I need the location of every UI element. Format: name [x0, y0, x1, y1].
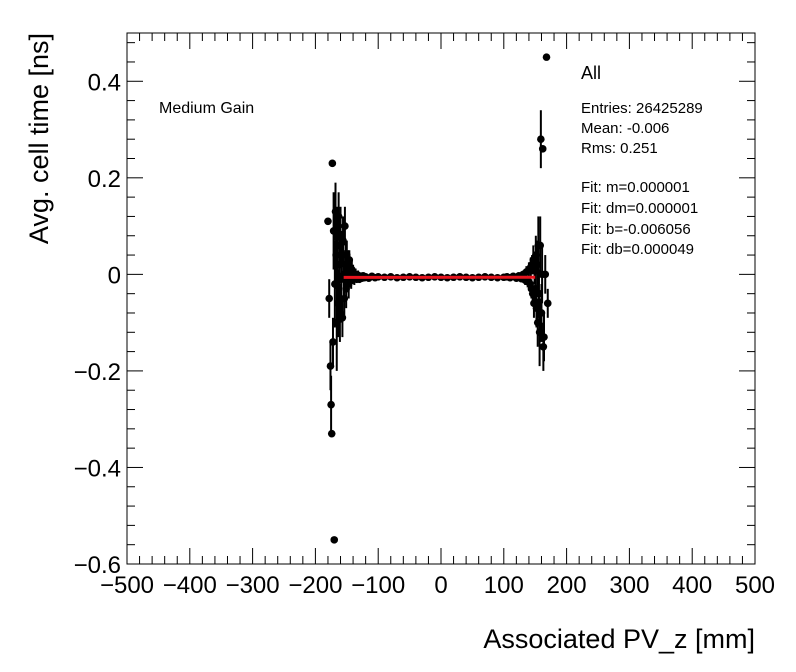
stats-fit-m: Fit: m=0.000001 [581, 179, 690, 196]
data-point [543, 299, 552, 308]
y-tick-label: −0.4 [74, 455, 121, 482]
data-point [339, 236, 347, 245]
data-point [539, 342, 548, 351]
data-point [340, 294, 349, 303]
data-point [334, 299, 342, 308]
data-point [338, 314, 347, 322]
data-point [345, 256, 354, 264]
x-tick-label: −300 [226, 572, 280, 599]
x-tick-label: −100 [351, 572, 405, 599]
data-point [535, 289, 543, 298]
data-point [329, 338, 337, 346]
x-axis-label: Associated PV_z [mm] [483, 624, 755, 654]
data-point [537, 309, 546, 317]
x-tick-label: −400 [163, 572, 217, 599]
stats-fit-dm: Fit: dm=0.000001 [581, 200, 698, 217]
x-tick-label: 400 [672, 572, 712, 599]
x-tick-label: 300 [609, 572, 649, 599]
stats-box: All Entries: 26425289 Mean: -0.006 Rms: … [581, 63, 703, 258]
data-point [333, 241, 342, 250]
y-axis-label: Avg. cell time [ns] [24, 33, 54, 244]
x-tick-label: 0 [434, 572, 447, 599]
data-point [331, 280, 339, 288]
stats-mean: Mean: -0.006 [581, 120, 669, 137]
data-point [542, 53, 551, 61]
x-tick-label: −500 [100, 572, 154, 599]
stats-fit-db: Fit: db=0.000049 [581, 241, 694, 258]
y-tick-label: −0.2 [74, 359, 121, 386]
data-point [532, 251, 540, 259]
x-tick-label: 200 [547, 572, 587, 599]
data-point [332, 318, 341, 327]
data-point [335, 260, 344, 269]
data-point [532, 304, 541, 312]
y-tick-label: 0.4 [88, 69, 121, 96]
y-axis-tick-labels: −0.6 −0.4 −0.2 0 0.2 0.4 [74, 69, 121, 579]
data-point [324, 217, 332, 226]
stats-entries: Entries: 26425289 [581, 100, 703, 117]
x-axis-tick-labels: −500 −400 −300 −200 −100 0 100 200 300 400 500 [100, 572, 775, 599]
medium-gain-annotation: Medium Gain [159, 100, 254, 117]
data-markers [324, 53, 552, 544]
error-bars [328, 110, 549, 434]
x-axis-ticks [126, 33, 756, 564]
y-axis-ticks [127, 42, 755, 565]
stats-title: All [581, 63, 601, 83]
x-tick-label: 100 [484, 572, 524, 599]
data-point [325, 294, 334, 303]
stats-rms: Rms: 0.251 [581, 140, 658, 157]
data-point [541, 270, 550, 279]
x-tick-label: −200 [288, 572, 342, 599]
data-point [533, 260, 541, 269]
x-tick-label: 500 [735, 572, 775, 599]
y-tick-label: 0 [108, 262, 121, 289]
data-point [533, 318, 542, 327]
data-point [540, 333, 548, 341]
data-point [328, 159, 337, 168]
data-point [329, 227, 338, 235]
stats-fit-b: Fit: b=-0.006056 [581, 221, 691, 238]
data-point [535, 328, 544, 337]
data-point [326, 362, 335, 370]
y-tick-label: −0.6 [74, 552, 121, 579]
data-point [538, 145, 547, 153]
data-point [332, 251, 340, 259]
data-point [327, 400, 335, 409]
data-point [537, 135, 545, 143]
data-point [334, 212, 343, 221]
data-point [536, 241, 545, 250]
data-point [327, 429, 336, 438]
data-point [341, 222, 349, 230]
data-point [330, 536, 339, 544]
y-tick-label: 0.2 [88, 166, 121, 193]
